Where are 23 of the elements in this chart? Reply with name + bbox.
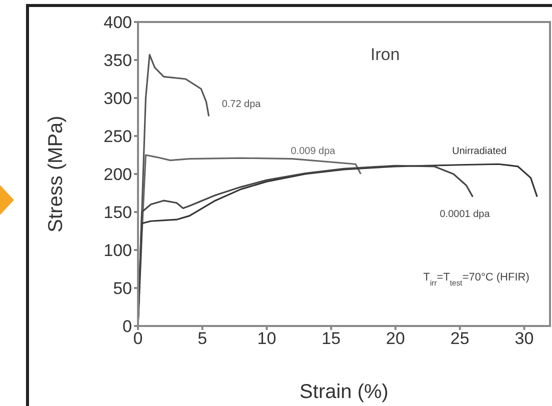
y-tick-label: 0 [122,317,132,336]
x-tick-label: 30 [514,329,534,348]
x-tick-label: 25 [450,329,470,348]
y-tick-label: 150 [104,203,132,222]
y-tick-label: 400 [104,13,132,32]
series-label: 0.0001 dpa [440,208,490,220]
y-tick-label: 300 [104,89,132,108]
y-tick-label: 250 [104,127,132,146]
x-tick-label: 20 [386,329,405,348]
x-tick-label: 5 [198,329,208,348]
text: Iron [370,45,400,64]
y-tick-label: 100 [104,241,132,260]
series-label: 0.009 dpa [290,146,336,157]
series-label: Unirradiated [452,146,507,157]
y-axis-title: Stress (MPa) [45,116,68,232]
annotation: T$_{irr}$=T$_{test}$=70°C (HFIR) [423,271,530,287]
y-tick-label: 200 [104,165,132,184]
y-tick-label: 350 [104,51,132,70]
y-tick-label: 50 [113,279,132,298]
x-tick-label: 15 [322,329,341,348]
x-tick-label: 10 [257,329,276,348]
series-label: 0.72 dpa [222,99,262,110]
x-axis-title: Strain (%) [300,381,388,403]
